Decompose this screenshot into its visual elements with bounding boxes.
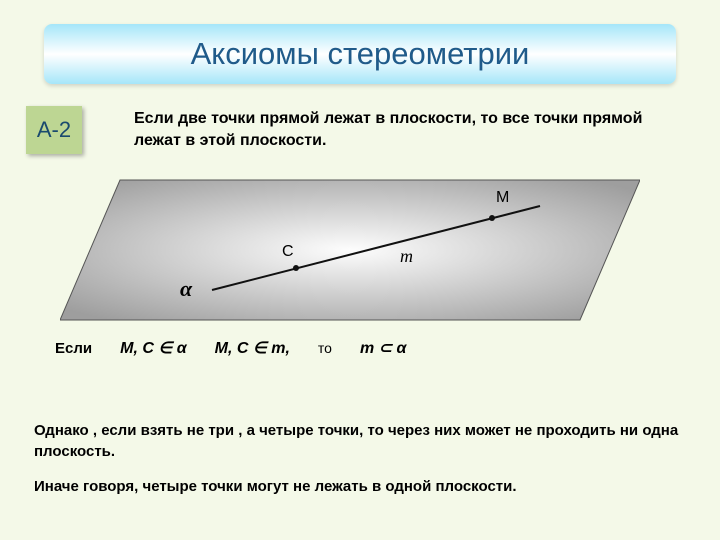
- point-m-dot: [489, 215, 495, 221]
- formula-mc-in-alpha: M, C ∈ α: [120, 338, 187, 358]
- then-label: то: [318, 340, 332, 356]
- formula-mc-in-m: M, C ∈ m,: [215, 338, 290, 358]
- point-c-dot: [293, 265, 299, 271]
- math-condition-row: Если M, C ∈ α M, C ∈ m, то m ⊂ α: [55, 338, 655, 358]
- page-title: Аксиомы стереометрии: [191, 36, 530, 72]
- title-bar: Аксиомы стереометрии: [44, 24, 676, 84]
- formula-m-subset-alpha: m ⊂ α: [360, 338, 406, 358]
- if-label: Если: [55, 340, 92, 357]
- point-m-label: M: [496, 189, 509, 206]
- plane-alpha-label: α: [180, 276, 193, 301]
- note-block: Однако , если взять не три , а четыре то…: [34, 420, 684, 511]
- note-paragraph-2: Иначе говоря, четыре точки могут не лежа…: [34, 476, 684, 497]
- line-m-label: m: [400, 246, 413, 266]
- axiom-number-badge: А-2: [26, 106, 82, 154]
- plane-alpha: [60, 180, 640, 320]
- diagram-svg: C M m α: [60, 170, 640, 328]
- axiom-statement: Если две точки прямой лежат в плоскости,…: [134, 108, 664, 151]
- stereometry-diagram: C M m α: [60, 170, 640, 328]
- axiom-number-text: А-2: [37, 117, 71, 143]
- note-paragraph-1: Однако , если взять не три , а четыре то…: [34, 420, 684, 462]
- point-c-label: C: [282, 243, 294, 260]
